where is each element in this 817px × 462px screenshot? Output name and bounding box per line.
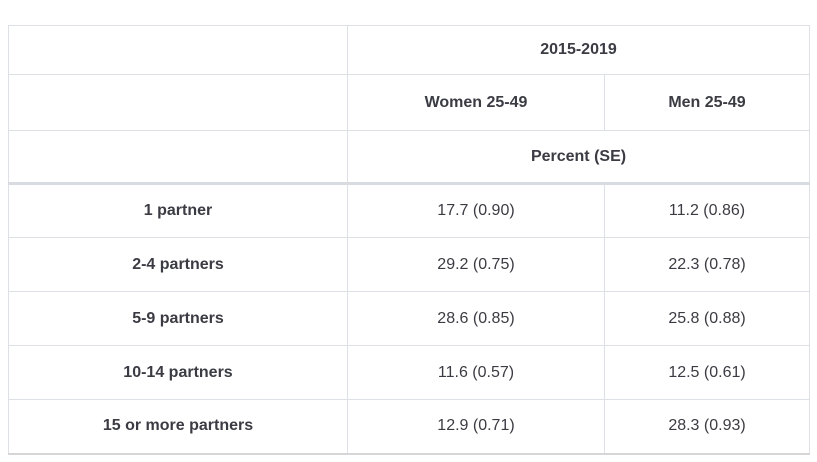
women-value-cell: 17.7 (0.90) (347, 183, 605, 238)
empty-corner-cell (8, 25, 348, 75)
table-row: 15 or more partners 12.9 (0.71) 28.3 (0.… (8, 399, 811, 455)
partners-statistics-table: 2015-2019 Women 25-49 Men 25-49 Percent … (8, 25, 811, 455)
men-value-cell: 22.3 (0.78) (603, 237, 811, 292)
men-value-cell: 25.8 (0.88) (603, 291, 811, 346)
empty-corner-cell (8, 74, 348, 131)
statistics-table-container: 2015-2019 Women 25-49 Men 25-49 Percent … (8, 25, 811, 455)
women-value-cell: 29.2 (0.75) (347, 237, 605, 292)
header-row-period: 2015-2019 (8, 25, 811, 75)
men-value-cell: 11.2 (0.86) (603, 183, 811, 238)
table-row: 10-14 partners 11.6 (0.57) 12.5 (0.61) (8, 345, 811, 400)
women-value-cell: 12.9 (0.71) (347, 399, 605, 455)
table-body: 1 partner 17.7 (0.90) 11.2 (0.86) 2-4 pa… (8, 183, 811, 455)
header-row-measure: Percent (SE) (8, 130, 811, 185)
column-header-women: Women 25-49 (347, 74, 605, 131)
period-header-cell: 2015-2019 (346, 25, 811, 75)
header-row-groups: Women 25-49 Men 25-49 (8, 74, 811, 131)
row-label: 5-9 partners (8, 291, 348, 346)
row-label: 15 or more partners (8, 399, 348, 455)
row-label: 10-14 partners (8, 345, 348, 400)
row-label: 2-4 partners (8, 237, 348, 292)
measure-header-cell: Percent (SE) (346, 130, 811, 185)
column-header-men: Men 25-49 (603, 74, 811, 131)
table-header: 2015-2019 Women 25-49 Men 25-49 Percent … (8, 25, 811, 185)
men-value-cell: 12.5 (0.61) (603, 345, 811, 400)
row-label: 1 partner (8, 183, 348, 238)
table-row: 2-4 partners 29.2 (0.75) 22.3 (0.78) (8, 237, 811, 292)
women-value-cell: 28.6 (0.85) (347, 291, 605, 346)
table-row: 1 partner 17.7 (0.90) 11.2 (0.86) (8, 183, 811, 238)
women-value-cell: 11.6 (0.57) (347, 345, 605, 400)
table-row: 5-9 partners 28.6 (0.85) 25.8 (0.88) (8, 291, 811, 346)
men-value-cell: 28.3 (0.93) (603, 399, 811, 455)
empty-corner-cell (8, 130, 348, 185)
